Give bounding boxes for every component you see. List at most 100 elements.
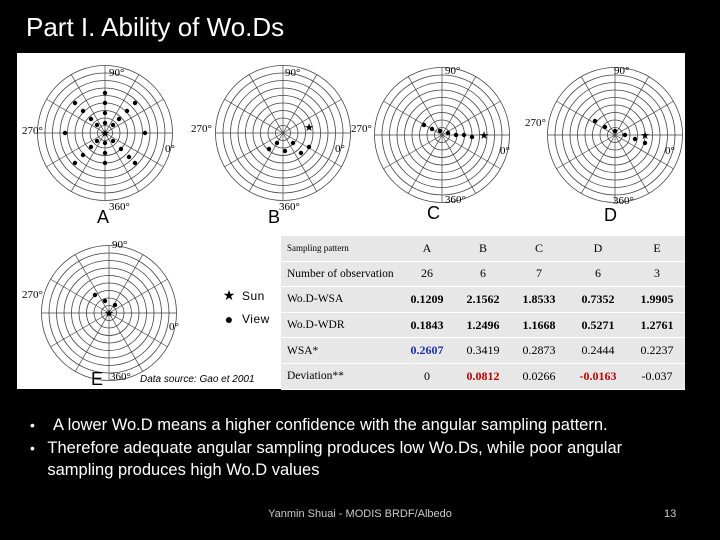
view-marker	[266, 146, 272, 152]
table-cell: -0.037	[628, 362, 685, 390]
deg-0-a: 0°	[165, 143, 175, 155]
table-cell: 1.2496	[454, 311, 511, 339]
table-cell: 0.0812	[454, 362, 511, 390]
polar-grid-a: ★	[37, 65, 173, 201]
table-cell: 0.2607	[399, 337, 455, 364]
bullet-icon: •	[30, 440, 35, 456]
table-cell: 0.1843	[399, 311, 455, 339]
deg-270-b: 270°	[191, 123, 212, 135]
table-cell: 0.2873	[510, 337, 567, 364]
view-marker	[461, 132, 467, 138]
view-marker	[102, 90, 108, 96]
view-marker	[437, 128, 443, 134]
dot-icon: ●	[224, 311, 234, 327]
table-row: Wo.D-WDR 0.1843 1.2496 1.1668 0.5271 1.2…	[281, 311, 685, 339]
polar-spoke	[441, 134, 501, 170]
view-marker	[429, 126, 435, 132]
view-marker	[80, 108, 86, 114]
polar-spoke	[580, 134, 616, 194]
deg-0-e: 0°	[169, 321, 179, 333]
deg-90-e: 90°	[112, 239, 128, 251]
table-row: WSA* 0.2607 0.3419 0.2873 0.2444 0.2237	[281, 337, 685, 364]
sun-marker: ★	[100, 128, 110, 140]
table-cell: 0	[399, 362, 455, 390]
polar-spoke	[224, 132, 284, 168]
table-row: Number of observation 26 6 7 6 3	[281, 260, 685, 288]
table-cell: 0.2237	[628, 337, 685, 364]
view-marker	[421, 122, 427, 128]
table-cell: 1.1668	[510, 311, 567, 339]
polar-spoke	[407, 76, 443, 136]
plot-label-c: C	[427, 203, 440, 223]
deg-90-d: 90°	[614, 65, 630, 77]
table-cell: 0.2444	[566, 337, 629, 364]
view-marker	[453, 132, 459, 138]
deg-270-c: 270°	[351, 123, 372, 135]
deg-360-d: 360°	[613, 195, 634, 207]
view-marker	[94, 122, 100, 128]
polar-spoke	[108, 312, 144, 372]
view-marker	[110, 138, 116, 144]
bullet-item: • A lower Wo.D means a higher confidence…	[30, 414, 690, 436]
polar-spoke	[614, 134, 674, 170]
legend-sun-label: Sun	[242, 288, 265, 303]
polar-spoke	[108, 312, 168, 348]
view-marker	[88, 144, 94, 150]
table-cell: 2.1562	[454, 286, 511, 313]
view-marker	[102, 150, 108, 156]
table-cell: Deviation**	[281, 362, 399, 390]
polar-plot-b: ★	[213, 63, 353, 203]
table-cell: Number of observation	[281, 260, 399, 288]
deg-360-a: 360°	[109, 201, 130, 213]
polar-spoke	[282, 98, 342, 134]
view-marker	[298, 150, 304, 156]
table-cell: 1.9905	[628, 286, 685, 313]
polar-spoke	[282, 132, 342, 168]
table-cell: A	[399, 235, 455, 262]
polar-spoke	[46, 98, 106, 134]
view-marker	[592, 118, 598, 124]
deg-0-b: 0°	[335, 143, 345, 155]
table-cell: 1.8533	[510, 286, 567, 313]
table-cell: 0.7352	[566, 286, 629, 313]
table-cell: 3	[628, 260, 685, 288]
polar-plot-c: ★	[372, 65, 512, 205]
view-marker	[102, 120, 108, 126]
sun-marker: ★	[104, 308, 114, 320]
table-cell: -0.0163	[566, 362, 629, 390]
view-marker	[62, 130, 68, 136]
polar-spoke	[50, 312, 110, 348]
polar-spoke	[70, 74, 106, 134]
sun-marker: ★	[304, 122, 314, 134]
view-marker	[602, 124, 608, 130]
table-cell: C	[510, 235, 567, 262]
sun-marker: ★	[479, 130, 489, 142]
table-row: Wo.D-WSA 0.1209 2.1562 1.8533 0.7352 1.9…	[281, 286, 685, 313]
bullet-text: Therefore adequate angular sampling prod…	[47, 439, 623, 479]
polar-spoke	[383, 134, 443, 170]
polar-spoke	[556, 134, 616, 170]
table-cell: D	[566, 235, 629, 262]
polar-spoke	[556, 100, 616, 136]
polar-spoke	[282, 74, 318, 134]
table-cell: 0.0266	[510, 362, 567, 390]
view-marker	[102, 140, 108, 146]
polar-spoke	[104, 132, 140, 192]
view-marker	[132, 160, 138, 166]
deg-270-a: 270°	[22, 125, 43, 137]
view-marker	[88, 116, 94, 122]
table-cell: 0.3419	[454, 337, 511, 364]
table-row: Deviation** 0 0.0812 0.0266 -0.0163 -0.0…	[281, 362, 685, 390]
view-marker	[612, 128, 618, 134]
polar-spoke	[74, 254, 110, 314]
polar-spoke	[248, 74, 284, 134]
table-cell: Wo.D-WSA	[281, 286, 399, 313]
polar-plot-e: ★	[39, 243, 179, 383]
deg-360-b: 360°	[279, 201, 300, 213]
view-marker	[112, 302, 118, 308]
view-marker	[80, 152, 86, 158]
slide-number: 13	[664, 508, 677, 520]
bullet-icon: •	[30, 417, 35, 433]
table-cell: Wo.D-WDR	[281, 311, 399, 339]
legend-view-label: View	[242, 312, 270, 326]
